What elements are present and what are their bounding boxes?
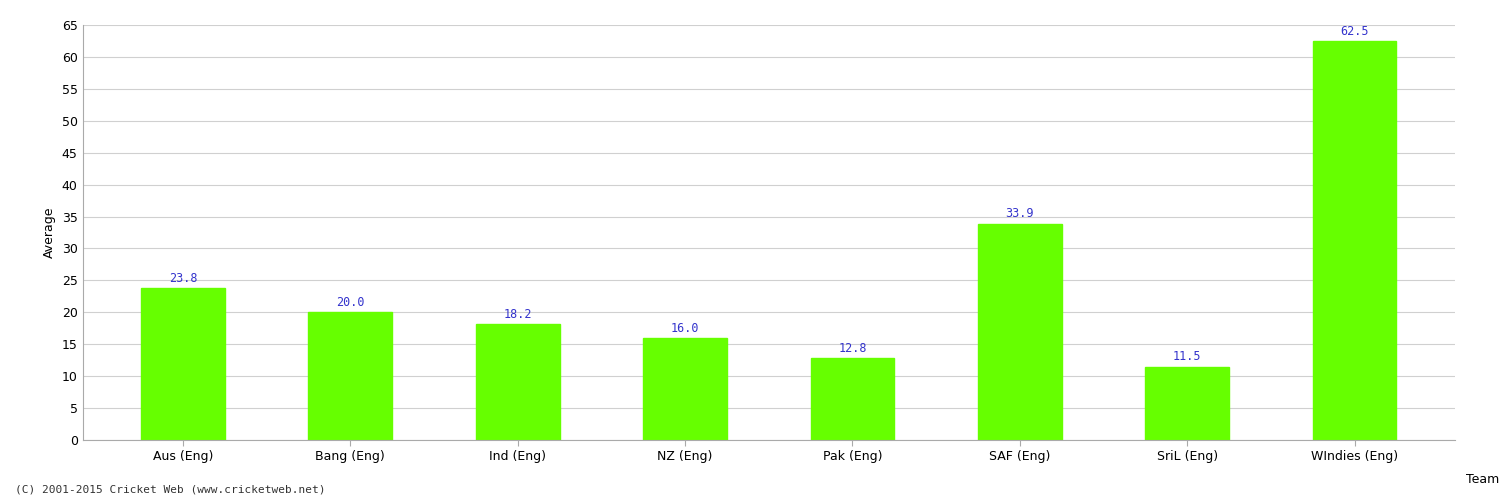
Text: 12.8: 12.8 <box>839 342 867 355</box>
Bar <box>309 312 392 440</box>
Bar <box>1312 41 1396 440</box>
Text: 33.9: 33.9 <box>1005 208 1034 220</box>
Text: 23.8: 23.8 <box>168 272 196 285</box>
Text: 11.5: 11.5 <box>1173 350 1202 364</box>
Text: 16.0: 16.0 <box>670 322 699 334</box>
Y-axis label: Average: Average <box>44 207 55 258</box>
Text: (C) 2001-2015 Cricket Web (www.cricketweb.net): (C) 2001-2015 Cricket Web (www.cricketwe… <box>15 485 326 495</box>
Bar <box>810 358 894 440</box>
Bar <box>1146 366 1228 440</box>
Text: 62.5: 62.5 <box>1341 25 1370 38</box>
Bar <box>644 338 728 440</box>
X-axis label: Team: Team <box>1466 473 1498 486</box>
Bar <box>978 224 1062 440</box>
Text: 20.0: 20.0 <box>336 296 364 309</box>
Text: 18.2: 18.2 <box>504 308 532 320</box>
Bar <box>141 288 225 440</box>
Bar <box>476 324 560 440</box>
